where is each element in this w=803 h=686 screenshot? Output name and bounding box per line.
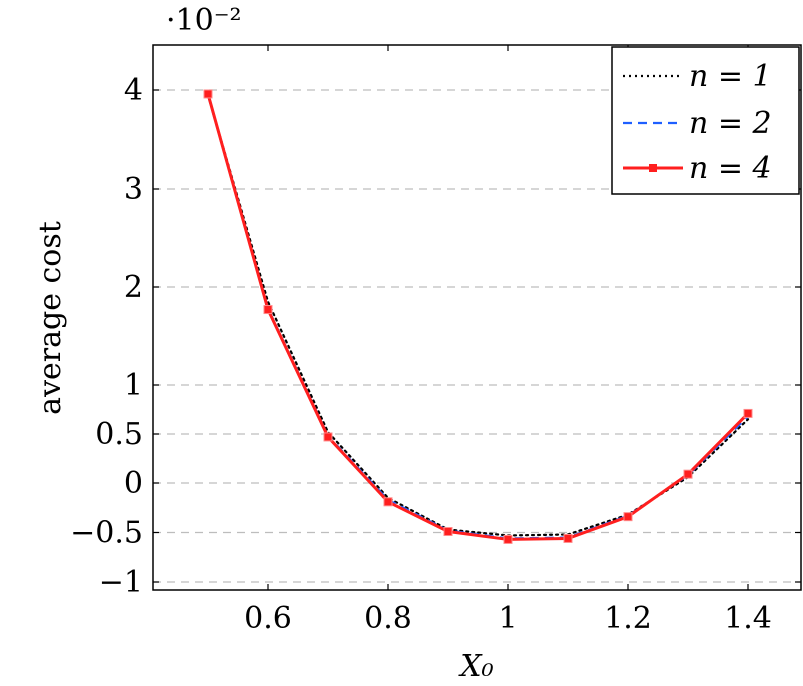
y-tick-label: −1 xyxy=(99,565,143,600)
x-tick-label: 1 xyxy=(498,601,517,636)
series-layer xyxy=(203,89,753,544)
y-tick-label: 3 xyxy=(124,172,143,207)
series-point-3 xyxy=(383,497,393,507)
plot-frame xyxy=(152,44,802,591)
series-point-3 xyxy=(623,512,633,522)
y-tick-label: 2 xyxy=(124,270,143,305)
y-tick-label: 0 xyxy=(124,466,143,501)
y-axis-label: average cost xyxy=(33,221,68,415)
y-tick-label: 0.5 xyxy=(95,417,143,452)
series-point-3 xyxy=(263,305,273,315)
series-point-3 xyxy=(563,533,573,543)
series-point-3 xyxy=(503,534,513,544)
series-point-3 xyxy=(443,527,453,537)
series-point-3 xyxy=(683,469,693,479)
x-axis-label: X₀ xyxy=(458,649,493,684)
series-point-3 xyxy=(203,89,213,99)
y-tick-label: −0.5 xyxy=(70,516,143,551)
y-axis-ticks: −1 −0.5 0 0.5 1 2 3 4 xyxy=(70,73,801,600)
series-line-3 xyxy=(206,93,750,541)
y-tick-label: 1 xyxy=(124,368,143,403)
legend: n = 1 n = 2 n = 4 xyxy=(611,46,800,195)
x-tick-label: 1.4 xyxy=(724,601,772,636)
legend-label-2: n = 2 xyxy=(689,106,772,141)
x-axis-ticks: 0.6 0.8 1 1.2 1.4 xyxy=(244,45,772,636)
series-point-3 xyxy=(743,408,753,418)
legend-items: n = 1 n = 2 n = 4 xyxy=(623,59,772,186)
legend-label-1: n = 1 xyxy=(689,59,772,94)
legend-label-3: n = 4 xyxy=(689,151,772,186)
y-axis-multiplier: ·10⁻² xyxy=(166,3,242,38)
y-tick-label: 4 xyxy=(124,73,143,108)
x-tick-label: 0.8 xyxy=(364,601,412,636)
legend-marker xyxy=(649,164,657,172)
x-tick-label: 1.2 xyxy=(604,601,652,636)
series-point-3 xyxy=(323,432,333,442)
x-tick-label: 0.6 xyxy=(244,601,292,636)
